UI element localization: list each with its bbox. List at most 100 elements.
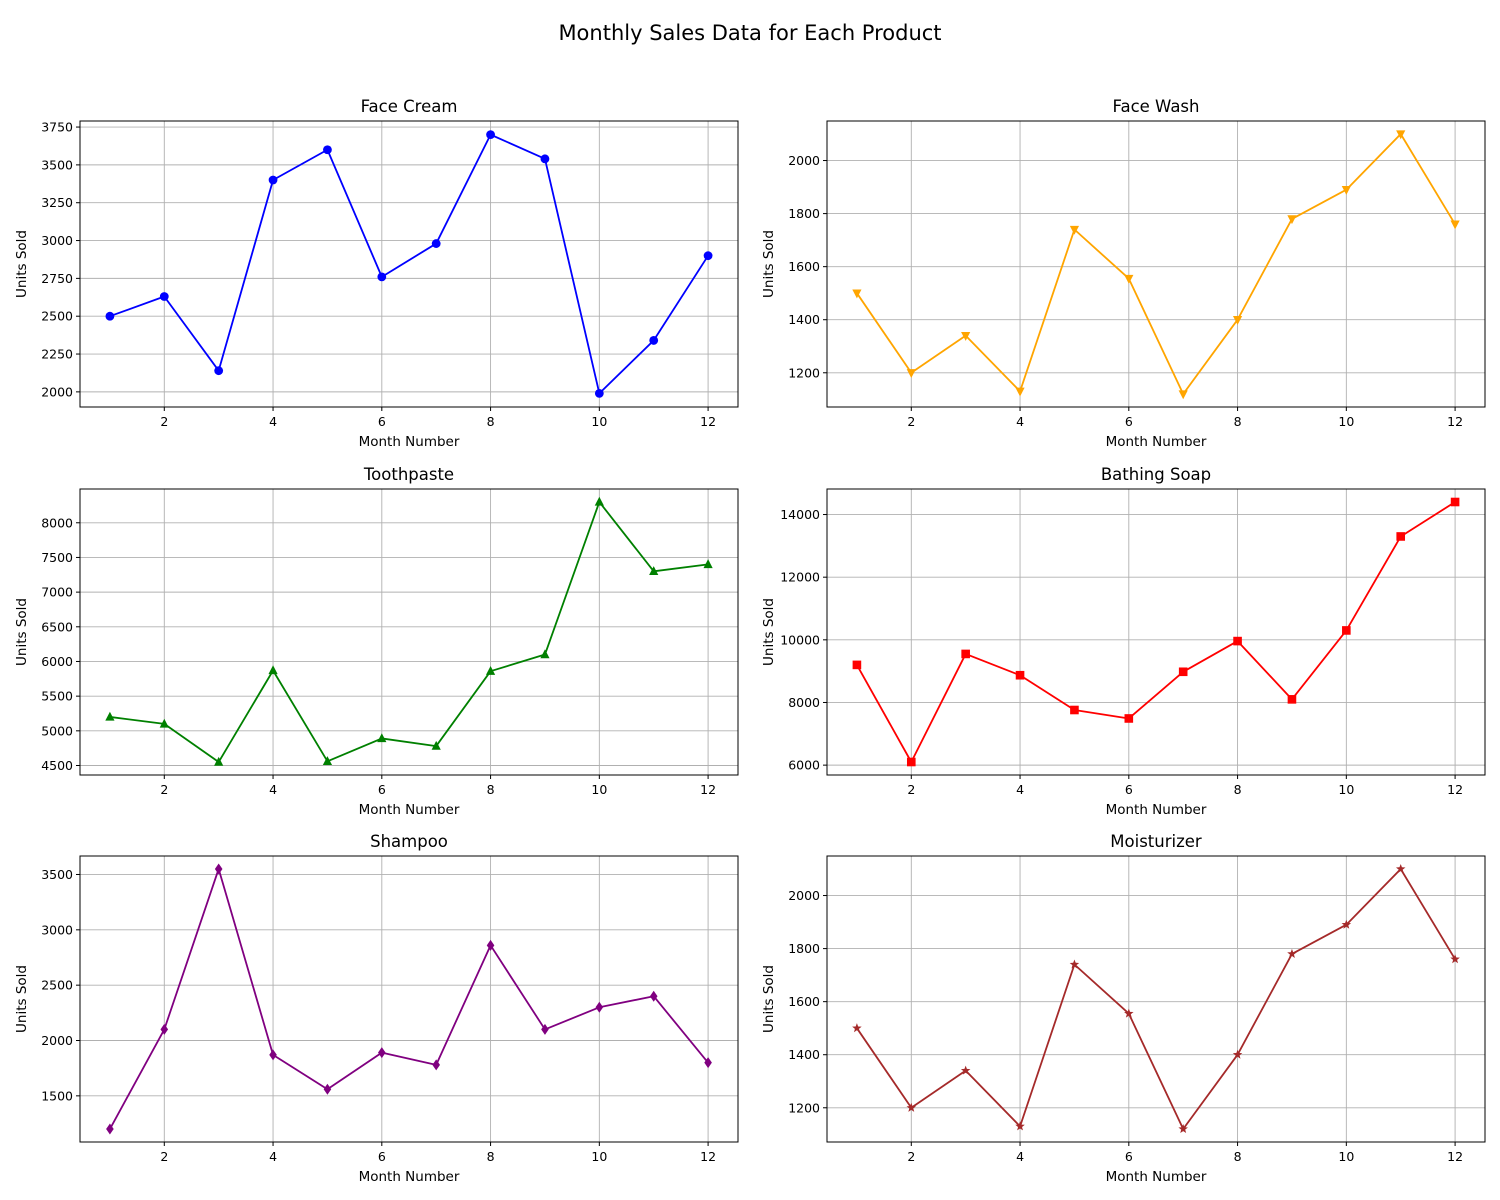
data-point — [323, 145, 332, 155]
data-point — [486, 130, 495, 140]
subplot-1: 2 4 6 8 10 12 2000 2250 2500 2750 3000 3250 3500 3750… — [14, 97, 739, 450]
y-tick-label: 2250 — [41, 347, 73, 362]
subplot-title: Bathing Soap — [1101, 465, 1211, 484]
data-point — [1342, 626, 1351, 635]
data-point — [1070, 705, 1079, 715]
data-point — [214, 366, 224, 376]
y-tick-label: 7000 — [41, 585, 73, 600]
data-point — [1178, 390, 1188, 400]
data-point — [268, 175, 278, 185]
x-tick-label: 2 — [160, 1149, 168, 1164]
x-tick-label: 2 — [160, 782, 168, 797]
subplot-5: 2 4 6 8 10 12 1500 2000 2500 3000 3500 Month Number… — [14, 832, 739, 1185]
data-point — [269, 1049, 277, 1061]
y-tick-label: 2000 — [41, 384, 73, 399]
data-point — [214, 756, 224, 766]
data-point — [649, 336, 659, 345]
data-point — [105, 711, 115, 721]
grid — [80, 121, 738, 407]
y-tick-label: 8000 — [41, 515, 73, 530]
data-point — [431, 239, 441, 248]
y-tick-label: 6000 — [788, 758, 820, 773]
data-point — [595, 1001, 604, 1013]
y-tick-label: 3500 — [41, 867, 73, 882]
series-line — [856, 501, 1456, 763]
subplot-2: 2 4 6 8 10 12 1200 1400 1600 1800 2000 Month Number… — [761, 97, 1486, 450]
series-line — [109, 133, 709, 395]
x-tick-label: 8 — [487, 782, 495, 797]
series-line — [109, 868, 709, 1130]
plot-frame — [79, 488, 739, 776]
data-point — [1450, 497, 1460, 507]
x-tick-label: 2 — [160, 414, 168, 429]
x-tick-label: 10 — [1338, 414, 1354, 429]
subplot-title: Face Cream — [361, 97, 458, 116]
data-point — [485, 665, 496, 675]
data-point — [377, 272, 387, 282]
data-point — [1015, 1121, 1025, 1131]
y-tick-label: 1400 — [788, 1047, 820, 1062]
data-point — [540, 154, 550, 164]
data-point — [906, 757, 916, 767]
subplot-title: Face Wash — [1113, 97, 1200, 116]
data-point — [594, 496, 604, 506]
y-tick-label: 10000 — [780, 632, 820, 647]
data-point — [1124, 274, 1134, 284]
y-axis-label: Units Sold — [14, 230, 30, 298]
y-tick-label: 1200 — [788, 1100, 820, 1115]
x-tick-label: 10 — [1338, 1149, 1354, 1164]
x-tick-label: 6 — [378, 414, 386, 429]
data-point — [486, 939, 495, 951]
y-tick-label: 8000 — [788, 695, 820, 710]
grid — [80, 489, 738, 775]
data-point — [594, 388, 604, 398]
y-axis-label: Units Sold — [14, 965, 30, 1033]
y-tick-label: 3000 — [41, 233, 73, 248]
x-tick-label: 8 — [1234, 1149, 1242, 1164]
x-axis-label: Month Number — [1106, 434, 1207, 450]
data-point — [1124, 1008, 1134, 1018]
y-tick-label: 2750 — [41, 271, 73, 286]
data-point — [378, 1047, 386, 1059]
data-point — [159, 718, 169, 728]
subplot-title: Shampoo — [370, 832, 448, 851]
x-tick-label: 6 — [1125, 414, 1133, 429]
data-point — [1450, 220, 1460, 230]
x-axis-label: Month Number — [1106, 802, 1207, 818]
y-tick-label: 4500 — [41, 758, 73, 773]
data-point — [1341, 186, 1351, 195]
data-point — [703, 559, 713, 569]
x-tick-label: 10 — [591, 782, 607, 797]
data-point — [540, 649, 550, 659]
x-tick-label: 8 — [1234, 414, 1242, 429]
x-tick-label: 12 — [700, 1149, 716, 1164]
data-point — [961, 649, 970, 659]
data-point — [1178, 667, 1188, 677]
data-point — [852, 660, 862, 670]
grid — [827, 856, 1485, 1142]
y-tick-label: 2000 — [788, 153, 820, 168]
x-tick-label: 2 — [907, 1149, 915, 1164]
data-point — [961, 331, 971, 341]
data-point — [1015, 387, 1025, 397]
x-tick-label: 12 — [1447, 1149, 1463, 1164]
y-tick-label: 2500 — [41, 309, 73, 324]
data-point — [852, 289, 862, 299]
data-point — [160, 1023, 169, 1035]
data-point — [1233, 636, 1242, 646]
subplot-4: 2 4 6 8 10 12 6000 8000 10000 12000 14000 Month Num… — [761, 465, 1486, 818]
plot-frame — [826, 488, 1486, 776]
data-point — [906, 369, 916, 378]
y-axis-label: Units Sold — [761, 598, 777, 666]
subplot-6: 2 4 6 8 10 12 1200 1400 1600 1800 2000 Month Number… — [761, 832, 1486, 1185]
x-tick-label: 12 — [700, 414, 716, 429]
data-point — [1232, 1049, 1243, 1059]
data-point — [541, 1023, 549, 1035]
y-tick-label: 2000 — [788, 888, 820, 903]
x-tick-label: 10 — [591, 414, 607, 429]
subplot-3: 2 4 6 8 10 12 4500 5000 5500 6000 6500 7000 7500 8000… — [14, 465, 739, 818]
data-point — [377, 733, 387, 743]
plot-frame — [79, 120, 739, 408]
data-point — [1287, 695, 1297, 704]
